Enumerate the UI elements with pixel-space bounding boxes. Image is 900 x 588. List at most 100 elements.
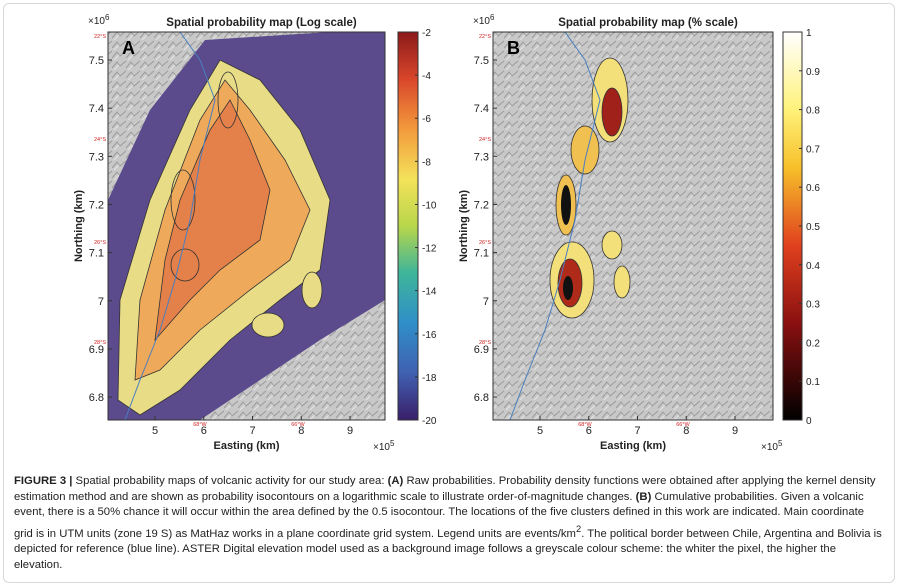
border-line bbox=[124, 31, 216, 421]
y-multiplier: ×106 bbox=[473, 13, 495, 27]
panel-letter: B bbox=[507, 38, 520, 58]
latitude-label: 26°S bbox=[94, 240, 106, 246]
longitude-label: 66°W bbox=[291, 422, 305, 428]
multiplier: ×10 bbox=[88, 16, 105, 27]
colorbar-tick-label: 0.4 bbox=[806, 261, 820, 272]
multiplier: ×10 bbox=[473, 16, 490, 27]
colorbar-tick-label: -8 bbox=[422, 157, 431, 168]
x-tick-label: 5 bbox=[152, 425, 158, 437]
colorbar bbox=[397, 31, 419, 421]
colorbar-tick-label: -2 bbox=[422, 28, 431, 39]
contour bbox=[563, 276, 573, 300]
y-axis-label: Northing (km) bbox=[73, 190, 85, 262]
caption-text: Cumulative probabilities. Given a volcan… bbox=[14, 490, 865, 540]
exponent: 6 bbox=[105, 13, 110, 22]
colorbar-tick-label: 0.2 bbox=[806, 338, 820, 349]
x-axis-label: Easting (km) bbox=[213, 440, 279, 452]
y-tick-label: 7.5 bbox=[474, 55, 489, 67]
x-multiplier: ×105 bbox=[373, 439, 395, 453]
contour bbox=[613, 265, 631, 299]
x-tick-label: 5 bbox=[537, 425, 543, 437]
exponent: 5 bbox=[390, 439, 395, 448]
colorbar-tick-label: 0.9 bbox=[806, 67, 820, 78]
contour bbox=[601, 230, 623, 260]
y-tick-label: 6.9 bbox=[89, 344, 104, 356]
caption-text: Spatial probability maps of volcanic act… bbox=[72, 475, 388, 487]
colorbar-tick-label: -6 bbox=[422, 114, 431, 125]
contour bbox=[301, 271, 323, 309]
colorbar-tick-label: 0.8 bbox=[806, 106, 820, 117]
figure-label: FIGURE 3 | bbox=[14, 475, 73, 487]
map-a bbox=[107, 31, 419, 421]
caption-text: . The political border between Chile, Ar… bbox=[14, 527, 882, 571]
y-tick-label: 7.4 bbox=[474, 103, 489, 115]
colorbar-tick-label: -14 bbox=[422, 287, 437, 298]
y-tick-label: 7.1 bbox=[89, 248, 104, 260]
x-tick-label: 8 bbox=[683, 425, 689, 437]
y-tick-label: 7.5 bbox=[89, 55, 104, 67]
x-multiplier: ×105 bbox=[761, 439, 783, 453]
colorbar-tick-label: -18 bbox=[422, 373, 437, 384]
longitude-label: 66°W bbox=[676, 422, 690, 428]
y-tick-label: 7.4 bbox=[89, 103, 104, 115]
colorbar-tick-label: -20 bbox=[422, 416, 437, 427]
border-line bbox=[509, 31, 601, 421]
x-tick-label: 6 bbox=[201, 425, 207, 437]
y-tick-label: 6.8 bbox=[89, 392, 104, 404]
y-tick-label: 7.2 bbox=[89, 199, 104, 211]
colorbar-tick-label: -10 bbox=[422, 200, 437, 211]
caption-text: Raw probabilities. Probability density f… bbox=[14, 475, 876, 503]
panel-title: Spatial probability map (Log scale) bbox=[166, 17, 357, 29]
y-tick-label: 7.2 bbox=[474, 199, 489, 211]
dem-background bbox=[493, 32, 773, 420]
colorbar-tick-label: 0.3 bbox=[806, 300, 820, 311]
exponent: 6 bbox=[490, 13, 495, 22]
contour bbox=[601, 87, 623, 137]
colorbar-tick-label: 0.1 bbox=[806, 377, 820, 388]
colorbar-tick-label: -16 bbox=[422, 330, 437, 341]
superscript: 2 bbox=[575, 522, 582, 534]
latitude-label: 24°S bbox=[94, 137, 106, 143]
y-tick-label: 7 bbox=[98, 296, 104, 308]
latitude-label: 24°S bbox=[479, 137, 491, 143]
x-tick-label: 9 bbox=[732, 425, 738, 437]
latitude-label: 28°S bbox=[94, 340, 106, 346]
latitude-label: 22°S bbox=[94, 34, 106, 40]
contour bbox=[170, 248, 200, 282]
axes-frame bbox=[107, 31, 386, 421]
colorbar-tick-label: -4 bbox=[422, 71, 431, 82]
panel-title: Spatial probability map (% scale) bbox=[558, 17, 738, 29]
y-tick-label: 6.9 bbox=[474, 344, 489, 356]
contour bbox=[561, 185, 571, 225]
panel-ref: (B) bbox=[635, 490, 652, 503]
y-axis-label: Northing (km) bbox=[458, 190, 470, 262]
y-tick-label: 7.1 bbox=[474, 248, 489, 260]
x-tick-label: 7 bbox=[249, 425, 255, 437]
colorbar-tick-label: 0 bbox=[806, 416, 812, 427]
contour bbox=[251, 312, 285, 338]
contour bbox=[570, 125, 600, 175]
panel-ref: (A) bbox=[387, 475, 404, 487]
colorbar-tick-label: -12 bbox=[422, 244, 437, 255]
x-tick-label: 8 bbox=[298, 425, 304, 437]
colorbar-tick-label: 1 bbox=[806, 28, 812, 39]
y-multiplier: ×106 bbox=[88, 13, 110, 27]
colorbar-tick-label: 0.5 bbox=[806, 222, 820, 233]
x-axis-label: Easting (km) bbox=[600, 440, 666, 452]
latitude-label: 22°S bbox=[479, 34, 491, 40]
x-tick-label: 6 bbox=[586, 425, 592, 437]
panel-letter: A bbox=[122, 38, 135, 58]
multiplier: ×10 bbox=[373, 442, 390, 453]
multiplier: ×10 bbox=[761, 442, 778, 453]
colorbar-tick-label: 0.7 bbox=[806, 144, 820, 155]
y-tick-label: 7 bbox=[483, 296, 489, 308]
y-tick-label: 7.3 bbox=[89, 151, 104, 163]
longitude-label: 68°W bbox=[578, 422, 592, 428]
caption: FIGURE 3 | Spatial probability maps of v… bbox=[14, 474, 886, 573]
latitude-label: 26°S bbox=[479, 240, 491, 246]
colorbar-tick-label: 0.6 bbox=[806, 183, 820, 194]
figure: Spatial probability map (Log scale)A×106… bbox=[73, 13, 820, 453]
x-tick-label: 9 bbox=[347, 425, 353, 437]
contour bbox=[170, 169, 196, 231]
